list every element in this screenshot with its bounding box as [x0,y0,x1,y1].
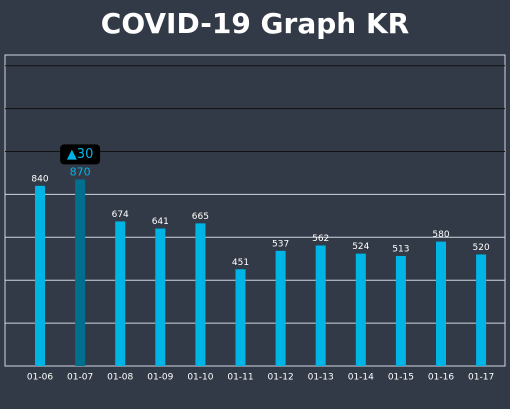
value-label: 451 [232,258,249,268]
plot-border [4,54,506,367]
x-tick-label: 01-11 [227,373,253,383]
value-label: 524 [352,242,369,252]
x-tick-label: 01-09 [147,373,173,383]
value-label: 641 [152,217,169,227]
x-tick-label: 01-12 [268,373,294,383]
tooltip: ▲30 [67,147,94,162]
x-tick-label: 01-06 [27,373,53,383]
value-label: 562 [312,234,329,244]
bar [75,179,86,366]
bar [275,250,286,366]
tooltip-box [60,144,101,165]
bar [436,241,446,366]
x-tick-label: 01-14 [348,373,374,383]
bar [476,254,487,366]
bar [315,245,326,366]
value-label: 674 [112,210,129,220]
x-tick-label: 01-15 [388,373,414,383]
value-label: 870 [70,165,91,178]
x-tick-label: 01-08 [107,373,133,383]
value-label: 513 [392,244,409,254]
bar [355,253,366,366]
bar [115,221,126,366]
chart-title: COVID-19 Graph KR [101,7,409,40]
x-tick-label: 01-13 [308,373,334,383]
value-label: 580 [432,230,449,240]
bar [35,185,45,366]
value-label: 520 [473,243,490,253]
bar [235,269,246,366]
x-tick-label: 01-10 [187,373,213,383]
x-tick-label: 01-16 [428,373,454,383]
bar [195,223,206,366]
value-label: 665 [192,212,209,222]
value-label: 840 [31,174,48,184]
bar [155,228,166,366]
x-tick-label: 01-07 [67,373,93,383]
value-label: 537 [272,239,289,249]
x-tick-label: 01-17 [468,373,494,383]
bar [395,255,406,366]
